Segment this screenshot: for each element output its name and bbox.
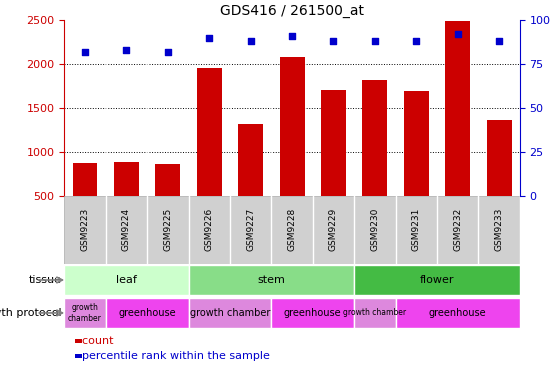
Point xyxy=(163,49,172,55)
Bar xyxy=(106,298,188,328)
Bar xyxy=(155,164,180,240)
Bar xyxy=(280,57,305,240)
Bar xyxy=(404,91,429,240)
Point xyxy=(371,38,380,44)
Bar xyxy=(238,124,263,240)
Bar xyxy=(362,80,387,240)
Text: GSM9232: GSM9232 xyxy=(453,208,462,251)
Bar xyxy=(188,265,354,295)
Bar xyxy=(271,298,354,328)
Point xyxy=(122,47,131,53)
Text: count: count xyxy=(75,336,114,346)
Text: GSM9230: GSM9230 xyxy=(371,208,380,251)
Text: growth chamber: growth chamber xyxy=(343,309,406,317)
Point xyxy=(246,38,255,44)
Title: GDS416 / 261500_at: GDS416 / 261500_at xyxy=(220,4,364,18)
Text: GSM9233: GSM9233 xyxy=(495,208,504,251)
Bar xyxy=(64,298,106,328)
Text: GSM9223: GSM9223 xyxy=(80,208,89,251)
Text: GSM9227: GSM9227 xyxy=(246,208,255,251)
Bar xyxy=(73,163,97,240)
Text: tissue: tissue xyxy=(29,275,61,285)
Bar xyxy=(188,298,271,328)
Text: leaf: leaf xyxy=(116,275,137,285)
Text: GSM9224: GSM9224 xyxy=(122,208,131,251)
Text: GSM9231: GSM9231 xyxy=(412,208,421,251)
Bar xyxy=(354,298,396,328)
Text: stem: stem xyxy=(258,275,285,285)
Text: GSM9229: GSM9229 xyxy=(329,208,338,251)
Text: GSM9228: GSM9228 xyxy=(287,208,297,251)
Bar xyxy=(197,68,222,240)
Point xyxy=(205,35,214,41)
Point xyxy=(412,38,421,44)
Point xyxy=(329,38,338,44)
Point xyxy=(453,31,462,37)
Bar xyxy=(114,161,139,240)
Text: greenhouse: greenhouse xyxy=(429,308,486,318)
Text: flower: flower xyxy=(420,275,454,285)
Text: GSM9225: GSM9225 xyxy=(163,208,172,251)
Bar xyxy=(75,354,82,358)
Text: GSM9226: GSM9226 xyxy=(205,208,214,251)
Bar xyxy=(354,265,520,295)
Bar xyxy=(446,21,470,240)
Bar xyxy=(64,265,188,295)
Text: greenhouse: greenhouse xyxy=(119,308,176,318)
Text: growth
chamber: growth chamber xyxy=(68,303,102,323)
Bar xyxy=(75,339,82,343)
Bar xyxy=(396,298,520,328)
Point xyxy=(288,33,297,39)
Point xyxy=(495,38,504,44)
Bar xyxy=(321,90,346,240)
Text: greenhouse: greenhouse xyxy=(284,308,342,318)
Point xyxy=(80,49,89,55)
Text: percentile rank within the sample: percentile rank within the sample xyxy=(75,351,271,361)
Text: growth protocol: growth protocol xyxy=(0,308,61,318)
Text: growth chamber: growth chamber xyxy=(190,308,270,318)
Bar xyxy=(487,120,511,240)
